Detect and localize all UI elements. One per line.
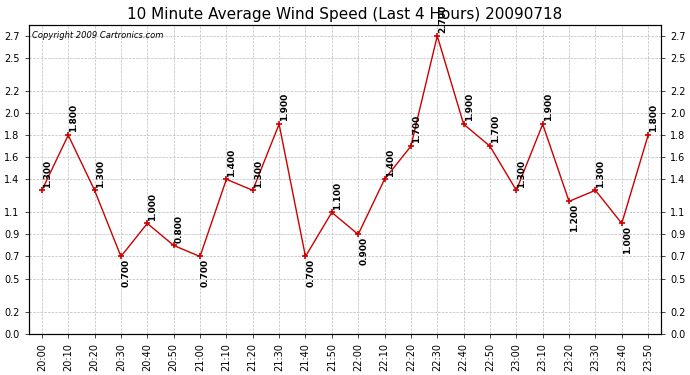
Text: 1.200: 1.200 — [570, 204, 579, 232]
Text: 1.300: 1.300 — [518, 159, 526, 188]
Text: 0.700: 0.700 — [201, 259, 210, 287]
Text: 1.400: 1.400 — [386, 148, 395, 177]
Text: 1.700: 1.700 — [491, 115, 500, 143]
Text: 1.900: 1.900 — [280, 93, 289, 122]
Title: 10 Minute Average Wind Speed (Last 4 Hours) 20090718: 10 Minute Average Wind Speed (Last 4 Hou… — [128, 8, 562, 22]
Text: 0.900: 0.900 — [359, 237, 368, 266]
Text: 2.700: 2.700 — [438, 5, 447, 33]
Text: 0.700: 0.700 — [122, 259, 131, 287]
Text: 1.800: 1.800 — [649, 104, 658, 132]
Text: 1.900: 1.900 — [544, 93, 553, 122]
Text: 1.300: 1.300 — [254, 159, 263, 188]
Text: 1.400: 1.400 — [228, 148, 237, 177]
Text: 1.900: 1.900 — [464, 93, 473, 122]
Text: 1.000: 1.000 — [148, 193, 157, 220]
Text: 1.000: 1.000 — [623, 226, 632, 254]
Text: 0.800: 0.800 — [175, 214, 184, 243]
Text: 1.800: 1.800 — [69, 104, 78, 132]
Text: Copyright 2009 Cartronics.com: Copyright 2009 Cartronics.com — [32, 31, 164, 40]
Text: 1.300: 1.300 — [96, 159, 105, 188]
Text: 0.700: 0.700 — [306, 259, 315, 287]
Text: 1.300: 1.300 — [43, 159, 52, 188]
Text: 1.700: 1.700 — [412, 115, 421, 143]
Text: 1.100: 1.100 — [333, 182, 342, 210]
Text: 1.300: 1.300 — [596, 159, 605, 188]
